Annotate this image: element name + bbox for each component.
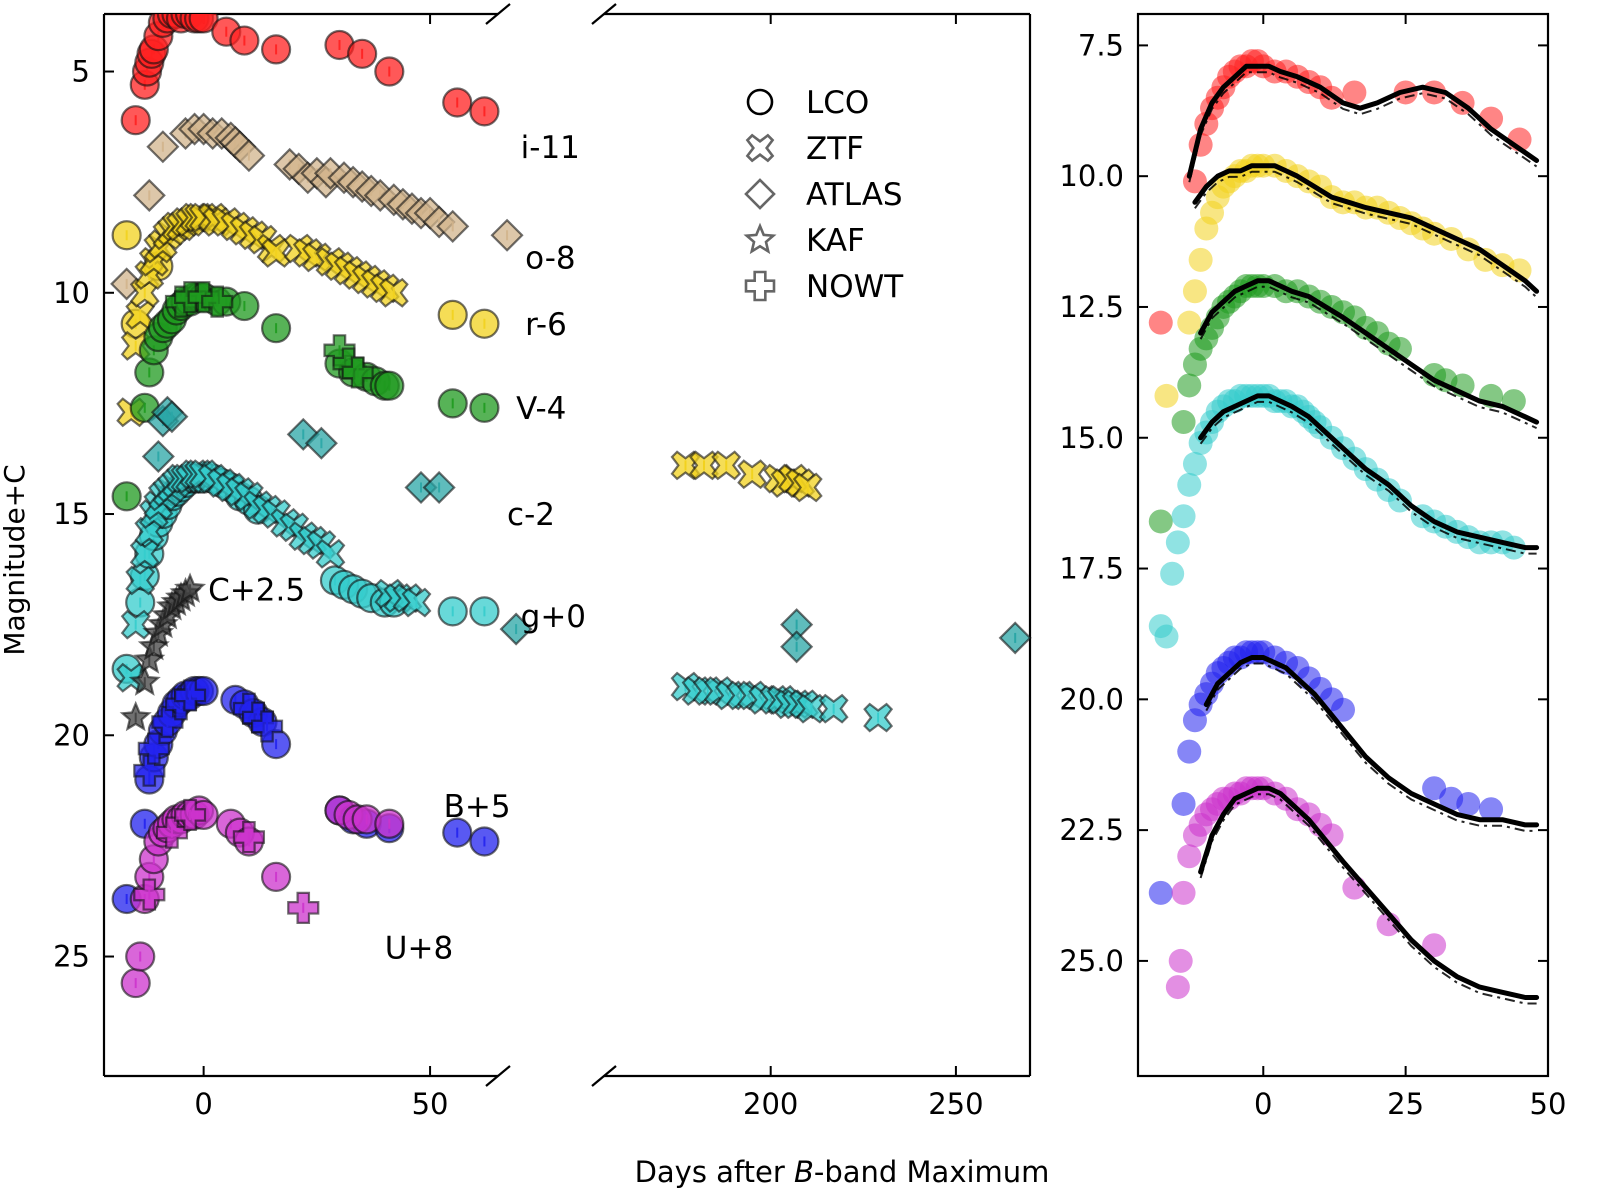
legend-marker-ATLAS	[744, 178, 776, 210]
band-label-g+0: g+0	[521, 599, 586, 635]
template-fit-upper-r	[1194, 170, 1538, 299]
x-axis-label-part: B	[794, 1155, 814, 1189]
legend-marker-LCO	[746, 88, 774, 116]
axis-break-mark	[485, 1065, 511, 1087]
data-point-B	[1148, 880, 1173, 905]
axis-break-mark	[591, 3, 617, 25]
template-fit-upper-V	[1199, 285, 1538, 430]
data-point-B	[1456, 791, 1481, 816]
data-point-g	[1165, 530, 1190, 555]
band-label-r-6: r-6	[525, 307, 567, 343]
legend-label-KAF: KAF	[806, 223, 865, 259]
data-point-B	[1177, 739, 1202, 764]
band-label-c-2: c-2	[507, 497, 555, 533]
data-point-g	[1154, 624, 1179, 649]
left-y-tick-label: 10	[53, 276, 90, 310]
data-point-U	[1165, 975, 1190, 1000]
right-panel-frame	[1136, 12, 1550, 1078]
data-point-r	[1154, 383, 1179, 408]
data-point-V	[1148, 509, 1173, 534]
right-x-tick-label: 50	[1530, 1087, 1567, 1121]
data-point-B	[1479, 797, 1504, 822]
right-x-tick-label: 0	[1254, 1087, 1272, 1121]
left-panel-points	[110, 14, 533, 999]
band-label-i-11: i-11	[521, 130, 580, 166]
right-y-tick-label: 17.5	[1059, 552, 1124, 586]
legend-marker-KAF	[743, 222, 777, 255]
x-axis-label-part: -band Maximum	[814, 1155, 1050, 1189]
template-fit-upper-g	[1199, 400, 1537, 555]
data-point-B	[1331, 697, 1355, 722]
band-label-C+2.5: C+2.5	[208, 572, 305, 608]
data-point-V	[1177, 373, 1202, 398]
right-panel: 0 25 50 7.5 10.0 12.5 15.0 17.5 20.0 22.5 25.0	[1059, 12, 1567, 1121]
band-label-U+8: U+8	[385, 931, 453, 967]
data-point-g	[1182, 451, 1207, 476]
left-x-tick-label: 50	[412, 1087, 449, 1121]
data-point-U	[1422, 933, 1447, 958]
data-point-i	[1342, 80, 1367, 105]
left-x-tick-label: 0	[194, 1087, 212, 1121]
legend-marker-NOWT	[744, 270, 776, 302]
x-axis-label-part: Days after	[635, 1155, 794, 1189]
data-point-g	[1177, 472, 1202, 497]
band-label-V-4: V-4	[516, 391, 566, 427]
data-point-B	[1171, 791, 1196, 816]
right-y-tick-label: 10.0	[1059, 159, 1124, 193]
template-fit-upper-B	[1205, 662, 1537, 832]
legend-marker-ZTF	[745, 133, 775, 163]
right-y-tick-label: 22.5	[1059, 813, 1124, 847]
band-label-o-8: o-8	[525, 240, 575, 276]
data-point-g	[1171, 504, 1196, 529]
template-fit-r	[1192, 163, 1540, 294]
axis-break-mark	[485, 3, 511, 25]
template-fit-upper-i	[1188, 71, 1538, 183]
x-axis-label: Days after B-band Maximum	[635, 1155, 1050, 1189]
data-point-r	[1507, 258, 1532, 283]
middle-panel: 200 250	[591, 3, 1032, 1121]
right-x-tick-label: 25	[1387, 1087, 1424, 1121]
data-point-r	[1177, 310, 1202, 335]
right-y-tick-label: 25.0	[1059, 944, 1124, 978]
left-y-tick-label: 25	[53, 940, 90, 974]
template-fit-B	[1203, 655, 1540, 828]
left-panel: 0 50 5 10 15 20 25 i-11 o-8 r-6 V-4 c-2 C+2.5 g+0 B+5 U…	[53, 3, 586, 1121]
data-point-r	[1182, 279, 1207, 304]
middle-x-tick-label: 200	[743, 1087, 798, 1121]
axis-break-mark	[591, 1065, 617, 1087]
data-point-V	[1171, 410, 1196, 435]
data-point-r	[1188, 247, 1213, 272]
y-axis-label: Magnitude+C	[0, 464, 31, 655]
template-fit-g	[1198, 393, 1540, 551]
data-point-U	[1177, 844, 1202, 869]
left-y-tick-label: 20	[53, 718, 90, 752]
template-fit-V	[1198, 278, 1540, 425]
legend-label-ZTF: ZTF	[806, 131, 864, 167]
template-fit-U	[1198, 785, 1540, 1000]
template-fit-i	[1186, 63, 1540, 179]
right-y-tick-label: 7.5	[1078, 28, 1124, 62]
data-point-U	[1168, 948, 1193, 973]
right-y-tick-label: 20.0	[1059, 682, 1124, 716]
legend: LCO ZTF ATLAS KAF NOWT	[743, 85, 904, 305]
data-point-i	[1148, 310, 1173, 335]
legend-label-NOWT: NOWT	[806, 269, 904, 305]
left-y-tick-label: 5	[72, 55, 90, 89]
band-label-B+5: B+5	[444, 789, 511, 825]
legend-label-LCO: LCO	[806, 85, 869, 121]
template-fit-upper-U	[1199, 793, 1537, 1005]
right-y-tick-label: 12.5	[1059, 290, 1124, 324]
right-y-tick-label: 15.0	[1059, 421, 1124, 455]
data-point-U	[1171, 880, 1196, 905]
middle-x-tick-label: 250	[928, 1087, 983, 1121]
data-point-g	[1160, 561, 1185, 586]
legend-label-ATLAS: ATLAS	[806, 177, 903, 213]
left-y-tick-label: 15	[53, 497, 90, 531]
